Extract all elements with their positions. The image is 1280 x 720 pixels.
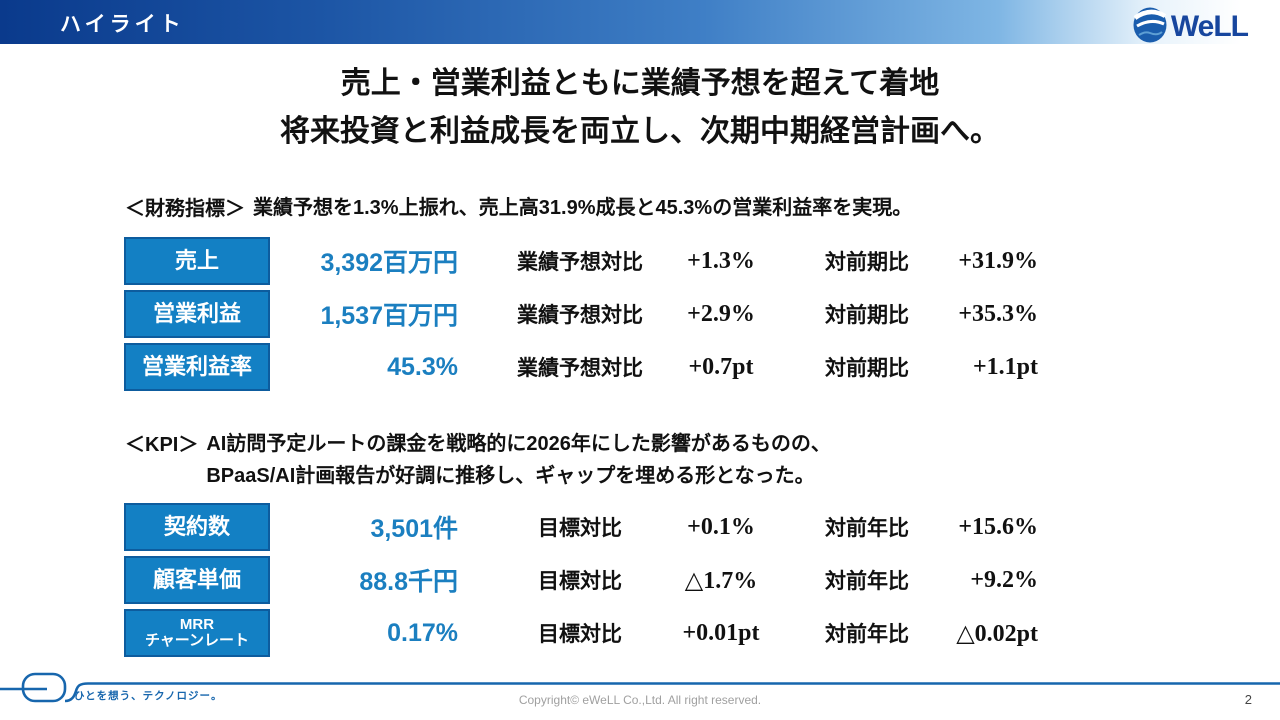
- table-row: 営業利益 1,537百万円 業績予想対比 +2.9% 対前期比 +35.3%: [0, 290, 1280, 338]
- metric-label: 契約数: [163, 513, 230, 539]
- metric-label-box: 契約数: [124, 503, 270, 551]
- kpi-section-header: ＜KPI＞ AI訪問予定ルートの課金を戦略的に2026年にした影響があるものの、…: [125, 428, 831, 492]
- metric-label: 営業利益率: [141, 353, 252, 379]
- metric-label-line2: チャーンレート: [144, 632, 250, 649]
- footer-rule-artwork: [0, 670, 1280, 711]
- comparison2-value: +9.2%: [970, 566, 1038, 593]
- table-row: 売上 3,392百万円 業績予想対比 +1.3% 対前期比 +31.9%: [0, 237, 1280, 285]
- comparison1-label: 業績予想対比: [517, 357, 643, 380]
- comparison1-value: △1.7%: [684, 568, 758, 594]
- comparison2-value: △0.02pt: [956, 621, 1038, 647]
- comparison2-value: +31.9%: [958, 247, 1038, 274]
- metric-label-box: MRR チャーンレート: [124, 609, 270, 657]
- header-bar: ハイライト: [0, 0, 1280, 44]
- comparison1-value: +2.9%: [687, 300, 755, 327]
- financial-section-label: ＜財務指標＞: [125, 198, 245, 220]
- company-logo: WeLL: [1131, 3, 1249, 50]
- comparison1-value: +0.01pt: [682, 619, 760, 646]
- table-row: MRR チャーンレート 0.17% 目標対比 +0.01pt 対前年比 △0.0…: [0, 609, 1280, 657]
- comparison1-label: 目標対比: [538, 623, 622, 646]
- comparison1-label: 業績予想対比: [517, 251, 643, 274]
- comparison1-label: 業績予想対比: [517, 304, 643, 327]
- comparison2-label: 対前期比: [825, 304, 909, 327]
- comparison2-value: +15.6%: [958, 513, 1038, 540]
- main-title-line1: 売上・営業利益ともに業績予想を超えて着地: [340, 67, 940, 100]
- metric-value: 0.17%: [387, 618, 458, 647]
- comparison2-value: +35.3%: [958, 300, 1038, 327]
- metric-label: 売上: [174, 247, 219, 273]
- page-number: 2: [1244, 692, 1252, 707]
- table-row: 契約数 3,501件 目標対比 +0.1% 対前年比 +15.6%: [0, 503, 1280, 551]
- metric-label: MRR: [179, 615, 215, 633]
- comparison2-value: +1.1pt: [972, 353, 1038, 380]
- comparison2-label: 対前年比: [825, 517, 909, 540]
- metric-value: 88.8千円: [359, 568, 458, 596]
- metric-label: 顧客単価: [152, 566, 241, 592]
- kpi-section-label: ＜KPI＞: [125, 434, 199, 456]
- footer-copyright: Copyright© eWeLL Co.,Ltd. All right rese…: [518, 693, 762, 707]
- comparison2-label: 対前期比: [825, 357, 909, 380]
- globe-e-icon: [1131, 3, 1169, 50]
- comparison1-label: 目標対比: [538, 517, 622, 540]
- comparison2-label: 対前年比: [825, 570, 909, 593]
- page-title: ハイライト: [60, 13, 185, 36]
- comparison2-label: 対前期比: [825, 251, 909, 274]
- comparison1-value: +0.7pt: [688, 353, 754, 380]
- main-title-line2: 将来投資と利益成長を両立し、次期中期経営計画へ。: [280, 115, 1000, 148]
- main-title: 売上・営業利益ともに業績予想を超えて着地 将来投資と利益成長を両立し、次期中期経…: [0, 60, 1280, 156]
- financial-section-header: ＜財務指標＞ 業績予想を1.3%上振れ、売上高31.9%成長と45.3%の営業利…: [125, 192, 912, 224]
- metric-value: 1,537百万円: [320, 302, 458, 330]
- metric-label: 営業利益: [152, 300, 241, 326]
- metric-label-box: 営業利益率: [124, 343, 270, 391]
- metric-value: 3,501件: [370, 515, 458, 543]
- metric-value: 45.3%: [387, 352, 458, 381]
- metric-label-box: 顧客単価: [124, 556, 270, 604]
- kpi-section-text-line1: AI訪問予定ルートの課金を戦略的に2026年にした影響があるものの、: [206, 433, 831, 455]
- footer-tagline: ひとを想う、テクノロジー。: [74, 690, 223, 702]
- comparison1-value: +1.3%: [687, 247, 755, 274]
- metric-label-box: 営業利益: [124, 290, 270, 338]
- financial-section-text: 業績予想を1.3%上振れ、売上高31.9%成長と45.3%の営業利益率を実現。: [253, 197, 913, 219]
- logo-wordmark: WeLL: [1170, 9, 1249, 43]
- comparison1-label: 目標対比: [538, 570, 622, 593]
- comparison2-label: 対前年比: [825, 623, 909, 646]
- table-row: 顧客単価 88.8千円 目標対比 △1.7% 対前年比 +9.2%: [0, 556, 1280, 604]
- table-row: 営業利益率 45.3% 業績予想対比 +0.7pt 対前期比 +1.1pt: [0, 343, 1280, 391]
- metric-label-box: 売上: [124, 237, 270, 285]
- metric-value: 3,392百万円: [320, 249, 458, 277]
- comparison1-value: +0.1%: [687, 513, 755, 540]
- kpi-section-text-line2: BPaaS/AI計画報告が好調に推移し、ギャップを埋める形となった。: [206, 465, 815, 487]
